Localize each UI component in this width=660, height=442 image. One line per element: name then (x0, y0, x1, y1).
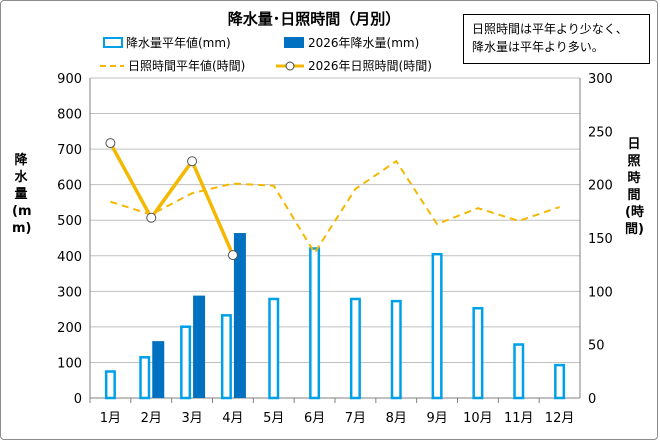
y-tick-left: 400 (57, 250, 82, 265)
y-tick-right: 0 (588, 392, 596, 407)
bar-normal-precip (104, 370, 116, 400)
y-tick-left: 200 (57, 321, 82, 336)
legend-label-normal-sunshine: 日照時間平年値(時間) (128, 58, 245, 73)
line-normal-sunshine (110, 159, 560, 255)
y-tick-right: 200 (588, 179, 613, 194)
y-tick-left: 0 (74, 392, 82, 407)
bar-normal-precip (349, 297, 361, 400)
x-tick-label: 6月 (304, 411, 325, 426)
marker-2026-sunshine (227, 250, 238, 261)
x-tick-label: 10月 (463, 411, 493, 426)
annotation-line-1: 日照時間は平年より少なく、 (472, 22, 628, 36)
x-tick-label: 1月 (100, 411, 121, 426)
bar-normal-precip (390, 299, 402, 400)
bar-normal-precip (268, 297, 280, 400)
y-axis-label-right: 日照時間(時間) (625, 137, 644, 237)
y-tick-right: 50 (588, 339, 605, 354)
x-tick-label: 4月 (222, 411, 243, 426)
legend-swatch-2026-precip (284, 37, 304, 48)
y-tick-left: 600 (57, 179, 82, 194)
marker-2026-sunshine (105, 138, 116, 149)
marker-2026-sunshine (146, 212, 157, 223)
y-tick-right: 150 (588, 232, 613, 247)
y-tick-right: 300 (588, 72, 613, 87)
bar-normal-precip (431, 252, 443, 400)
chart-annotation: 日照時間は平年より少なく、 降水量は平年より多い。 (463, 14, 650, 64)
y-tick-left: 700 (57, 143, 82, 158)
marker-2026-sunshine (187, 156, 198, 167)
x-tick-label: 9月 (426, 411, 447, 426)
x-tick-label: 12月 (545, 411, 575, 426)
x-tick-label: 11月 (504, 411, 534, 426)
line-2026-sunshine (108, 142, 235, 256)
y-tick-left: 300 (57, 285, 82, 300)
bar-2026-precip (193, 295, 206, 398)
annotation-line-2: 降水量は平年より多い。 (472, 40, 604, 54)
chart-title: 降水量･日照時間（月別） (228, 10, 401, 28)
y-axis-label-left: 降水量(mm) (12, 153, 32, 236)
bar-normal-precip (180, 325, 192, 400)
x-tick-label: 3月 (181, 411, 202, 426)
bar-2026-precip (233, 233, 246, 398)
bar-normal-precip (309, 247, 321, 400)
y-tick-left: 500 (57, 214, 82, 229)
x-tick-label: 7月 (345, 411, 366, 426)
y-tick-right: 250 (588, 125, 613, 140)
x-tick-label: 2月 (141, 411, 162, 426)
legend-label-2026-precip: 2026年降水量(mm) (308, 36, 419, 50)
legend-label-normal-precip: 降水量平年値(mm) (126, 35, 231, 50)
legend-swatch-normal-precip (103, 37, 123, 48)
x-tick-label: 5月 (263, 411, 284, 426)
legend-label-2026-sunshine: 2026年日照時間(時間) (308, 59, 432, 73)
bar-normal-precip (220, 314, 232, 400)
y-tick-right: 100 (588, 285, 613, 300)
bar-normal-precip (472, 306, 484, 400)
bar-normal-precip (139, 356, 151, 400)
legend: 降水量平年値(mm) 2026年降水量(mm) 日照時間平年値(時間) 2026… (100, 35, 432, 73)
bar-2026-precip (152, 341, 165, 398)
legend-marker-2026-sunshine (285, 61, 295, 71)
bar-normal-precip (513, 343, 525, 400)
x-tick-label: 8月 (386, 411, 407, 426)
y-tick-left: 100 (57, 356, 82, 371)
y-tick-left: 900 (57, 72, 82, 87)
y-tick-left: 800 (57, 108, 82, 123)
plot-area: 0 100 200 300 400 500 600 700 800 900 0 50 100 150 200… (57, 72, 613, 426)
bar-normal-precip (554, 363, 566, 400)
